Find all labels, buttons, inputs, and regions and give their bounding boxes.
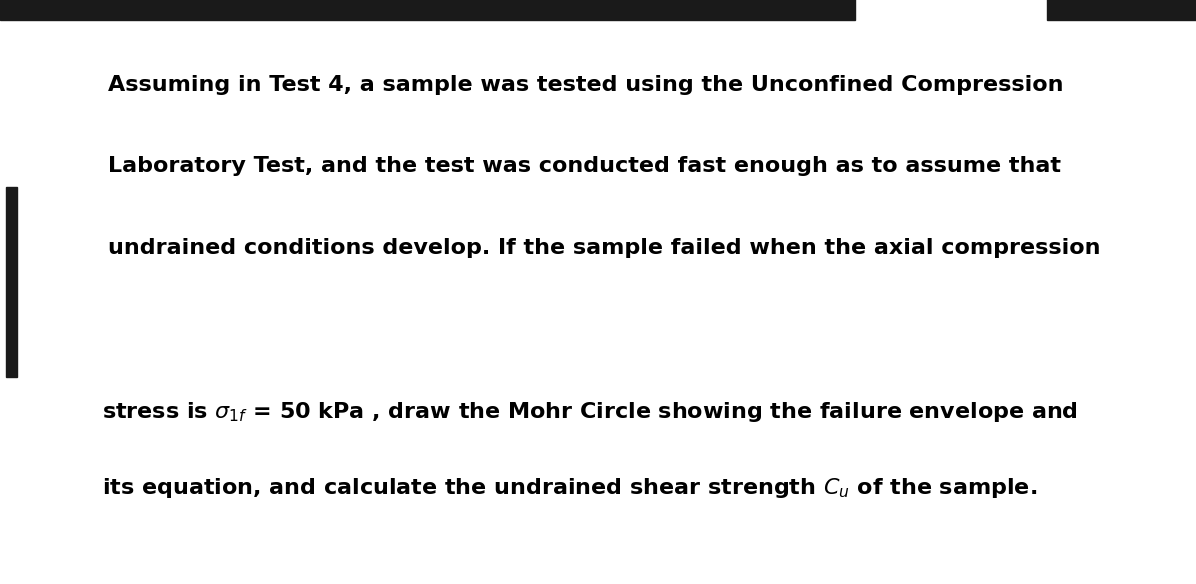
Text: Laboratory Test, and the test was conducted fast enough as to assume that: Laboratory Test, and the test was conduc… [108,157,1061,176]
Text: undrained conditions develop. If the sample failed when the axial compression: undrained conditions develop. If the sam… [108,238,1100,258]
Bar [0,0,855,20]
Text: its equation, and calculate the undrained shear strength $C_u$ of the sample.: its equation, and calculate the undraine… [102,475,1037,500]
Bar [1046,0,1196,20]
Text: Assuming in Test 4, a sample was tested using the Unconfined Compression: Assuming in Test 4, a sample was tested … [108,75,1063,95]
Text: stress is $\sigma_{1f}$ = 50 kPa , draw the Mohr Circle showing the failure enve: stress is $\sigma_{1f}$ = 50 kPa , draw … [102,399,1078,424]
Bar [6,187,17,377]
